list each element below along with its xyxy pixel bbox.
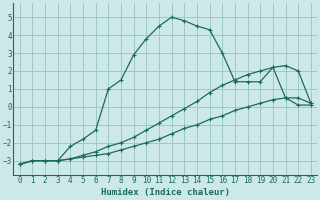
X-axis label: Humidex (Indice chaleur): Humidex (Indice chaleur): [101, 188, 230, 197]
